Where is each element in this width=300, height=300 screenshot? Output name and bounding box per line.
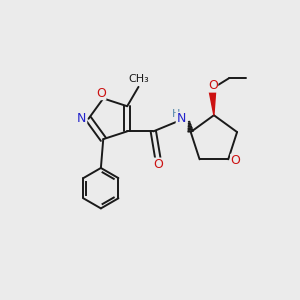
Text: H: H — [171, 109, 180, 118]
Text: CH₃: CH₃ — [129, 74, 149, 84]
Text: N: N — [176, 112, 186, 125]
Text: O: O — [231, 154, 241, 167]
Text: N: N — [77, 112, 87, 125]
Polygon shape — [209, 91, 216, 115]
Text: O: O — [96, 87, 106, 100]
Text: O: O — [208, 79, 218, 92]
Text: O: O — [154, 158, 163, 171]
